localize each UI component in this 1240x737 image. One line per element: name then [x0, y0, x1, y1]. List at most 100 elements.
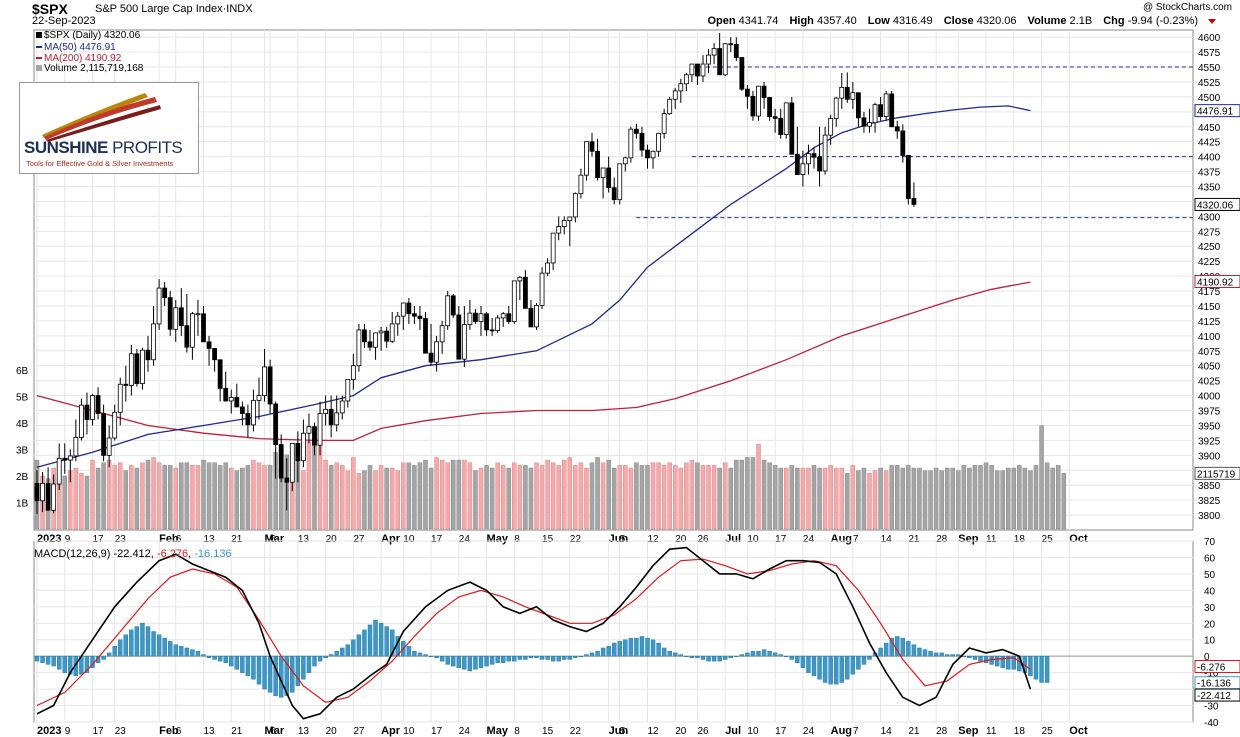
volume-bar [784, 467, 789, 530]
x-tick-label: 24 [459, 534, 471, 545]
macd-tick-label: 40 [1204, 586, 1216, 597]
macd-histogram-bar [784, 655, 789, 657]
macd-histogram-bar [678, 654, 683, 657]
candle-body [511, 280, 517, 322]
candle-body [800, 163, 806, 175]
volume-bar [389, 467, 395, 530]
macd-histogram-bar [328, 654, 334, 657]
candle-body [833, 97, 839, 119]
volume-bar [950, 467, 955, 530]
x-tick-label: 27 [353, 534, 365, 545]
candle-body [761, 85, 767, 98]
candle-body [184, 325, 190, 348]
candle-body [539, 272, 545, 306]
macd-line [36, 546, 1032, 720]
x-tick-label: May [487, 533, 509, 545]
volume-bar [817, 467, 822, 530]
macd-histogram-bar [378, 623, 384, 657]
volume-bar [800, 467, 806, 530]
candle-body [550, 232, 556, 264]
volume-bar [983, 462, 989, 530]
price-tick-label: 4350 [1198, 183, 1221, 194]
x-tick-label: 15 [542, 726, 554, 737]
x-tick-label: 10 [747, 726, 759, 737]
x-tick-label: 11 [986, 726, 997, 737]
macd-histogram-bar [817, 655, 822, 680]
volume-value: 2.1B [1069, 15, 1093, 27]
candle-body [345, 379, 351, 402]
volume-bar [978, 465, 983, 530]
x-tick-label: 6 [176, 726, 182, 737]
macd-histogram-bar [495, 655, 500, 663]
volume-bar [833, 467, 839, 530]
volume-bar [867, 473, 872, 530]
volume-bar [489, 467, 495, 530]
volume-bar [217, 465, 223, 530]
volume-bar [229, 467, 234, 530]
legend-ma200: MA(200) 4190.92 [36, 53, 121, 64]
last-price-tag-box [1194, 197, 1240, 211]
macd-histogram-bar [562, 655, 567, 660]
macd-histogram-bar [834, 655, 839, 685]
x-tick-label: 24 [459, 726, 471, 737]
price-tick-label: 4600 [1198, 33, 1221, 44]
price-tick-label: 4100 [1198, 332, 1221, 343]
volume-bar [656, 462, 661, 530]
volume-bar [628, 467, 634, 530]
macd-histogram-bar [723, 655, 728, 660]
candle-body [467, 312, 473, 325]
macd-histogram-bar [578, 655, 584, 657]
volume-bar [534, 462, 539, 530]
x-tick-label: 18 [1014, 534, 1026, 545]
candle-body [628, 128, 634, 159]
macd-histogram-bar [134, 626, 140, 657]
macd-histogram-bar [206, 655, 212, 659]
macd-histogram-bar [945, 654, 950, 657]
volume-bar [589, 462, 595, 530]
macd-histogram-bar [573, 655, 578, 659]
candle-body [889, 93, 895, 128]
candle-body [284, 477, 290, 483]
macd-histogram-bar [889, 637, 894, 657]
candle-body [783, 102, 789, 135]
candle-body [79, 404, 84, 438]
macd-histogram-bar [212, 655, 217, 660]
x-tick-label: 13 [298, 534, 310, 545]
volume-tick-label: 1B [16, 499, 29, 510]
volume-bar [1006, 467, 1011, 530]
price-tick-label: 4300 [1198, 212, 1221, 223]
candle-body [595, 150, 600, 178]
volume-bar [101, 462, 106, 530]
candle-body [750, 95, 756, 117]
candle-body [178, 307, 184, 327]
macd-histogram-bar [456, 655, 461, 668]
macd-histogram-bar [84, 655, 90, 673]
macd-histogram-bar [229, 655, 234, 667]
candle-body [189, 313, 195, 348]
volume-bar [600, 462, 606, 530]
x-tick-label: 5 [620, 534, 626, 545]
volume-bar [895, 465, 900, 530]
volume-bar [367, 465, 373, 530]
macd-histogram-bar [600, 647, 606, 657]
volume-bar [1011, 467, 1017, 530]
instrument-name: S&P 500 Large Cap Index·INDX [95, 3, 253, 15]
macd-histogram-bar [484, 655, 489, 667]
macd-histogram-bar [145, 626, 151, 657]
macd-histogram-bar [933, 652, 939, 657]
price-tick-label: 4500 [1198, 93, 1221, 104]
macd-histogram-bar [489, 655, 495, 665]
x-tick-label: 17 [431, 534, 443, 545]
macd-histogram-bar [101, 655, 106, 660]
volume-bar [251, 459, 256, 530]
macd-histogram-bar [800, 655, 806, 668]
price-swatch-icon [36, 32, 42, 39]
candle-body [700, 63, 706, 77]
volume-bar [695, 462, 700, 530]
candle-body [606, 167, 612, 189]
macd-histogram-bar [340, 647, 345, 657]
macd-histogram-bar [539, 655, 545, 660]
logo-title-bold: SUNSHINE [24, 138, 108, 157]
macd-histogram-bar [545, 655, 550, 660]
